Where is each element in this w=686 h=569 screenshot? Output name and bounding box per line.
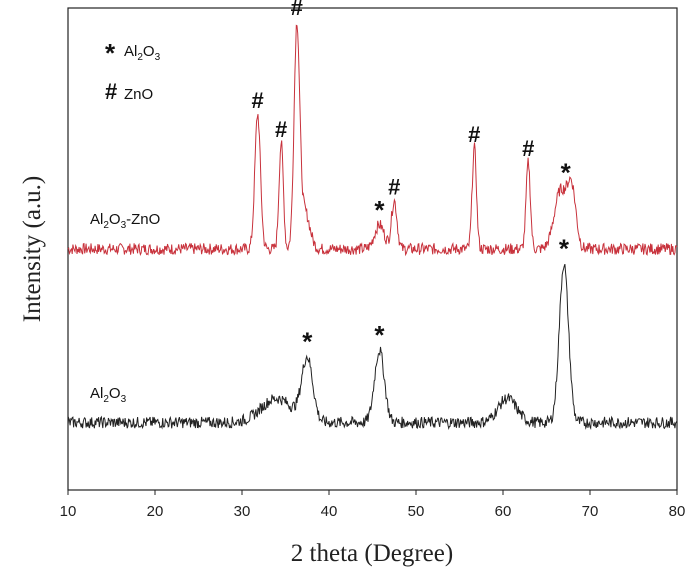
x-tick-label: 70 [582,503,599,520]
zno-peak-marker: # [388,175,400,200]
x-tick-label: 10 [60,503,77,520]
series-line-al2o3 [67,263,678,431]
al2o3-peak-marker: * [561,157,572,187]
al2o3-peak-marker: * [374,320,385,350]
peak-markers: ###*###** ** [252,0,572,356]
y-axis-title: Intensity (a.u.) [19,176,46,322]
series-label-part: -ZnO [126,211,160,228]
x-tick-label: 50 [408,503,425,520]
series-label-sub: 3 [121,394,127,405]
x-axis-ticks: 10 20 30 40 50 60 70 80 [60,490,686,520]
x-tick-label: 80 [669,503,686,520]
legend-label-al2o3: Al2O3 [124,43,161,63]
legend-symbol-zno: # [105,79,117,104]
legend: * Al2O3 # ZnO [105,38,161,104]
zno-peak-marker: # [252,88,264,113]
legend-label-al2o3-part: Al [124,43,137,60]
legend-label-al2o3-sub: 3 [155,52,161,63]
series-label-al2o3-zno: Al2O3-ZnO [90,211,160,231]
zno-peak-marker: # [275,117,287,142]
zno-peak-marker: # [291,0,303,20]
legend-label-al2o3-part: O [143,43,155,60]
series-label-sub: 2 [103,394,109,405]
series-line-al2o3-zno [67,24,678,257]
series-label-al2o3: Al2O3 [90,385,127,405]
zno-peak-marker: # [522,136,534,161]
series-label-sub: 2 [103,220,109,231]
legend-label-al2o3-sub: 2 [137,52,143,63]
x-tick-label: 40 [321,503,338,520]
al2o3-peak-marker: * [559,233,570,263]
zno-peak-marker: # [468,122,480,147]
series-label-sub: 3 [121,220,127,231]
x-axis-title: 2 theta (Degree) [291,540,453,567]
series-label-part: O [109,385,121,402]
series-label-part: Al [90,385,103,402]
series-label-part: O [109,211,121,228]
al2o3-peak-marker: * [302,326,313,356]
legend-label-zno: ZnO [124,86,153,103]
x-tick-label: 30 [234,503,251,520]
x-tick-label: 20 [147,503,164,520]
series-layer [67,24,678,431]
al2o3-peak-marker: * [374,195,385,225]
series-label-part: Al [90,211,103,228]
x-tick-label: 60 [495,503,512,520]
legend-symbol-al2o3: * [105,38,116,68]
